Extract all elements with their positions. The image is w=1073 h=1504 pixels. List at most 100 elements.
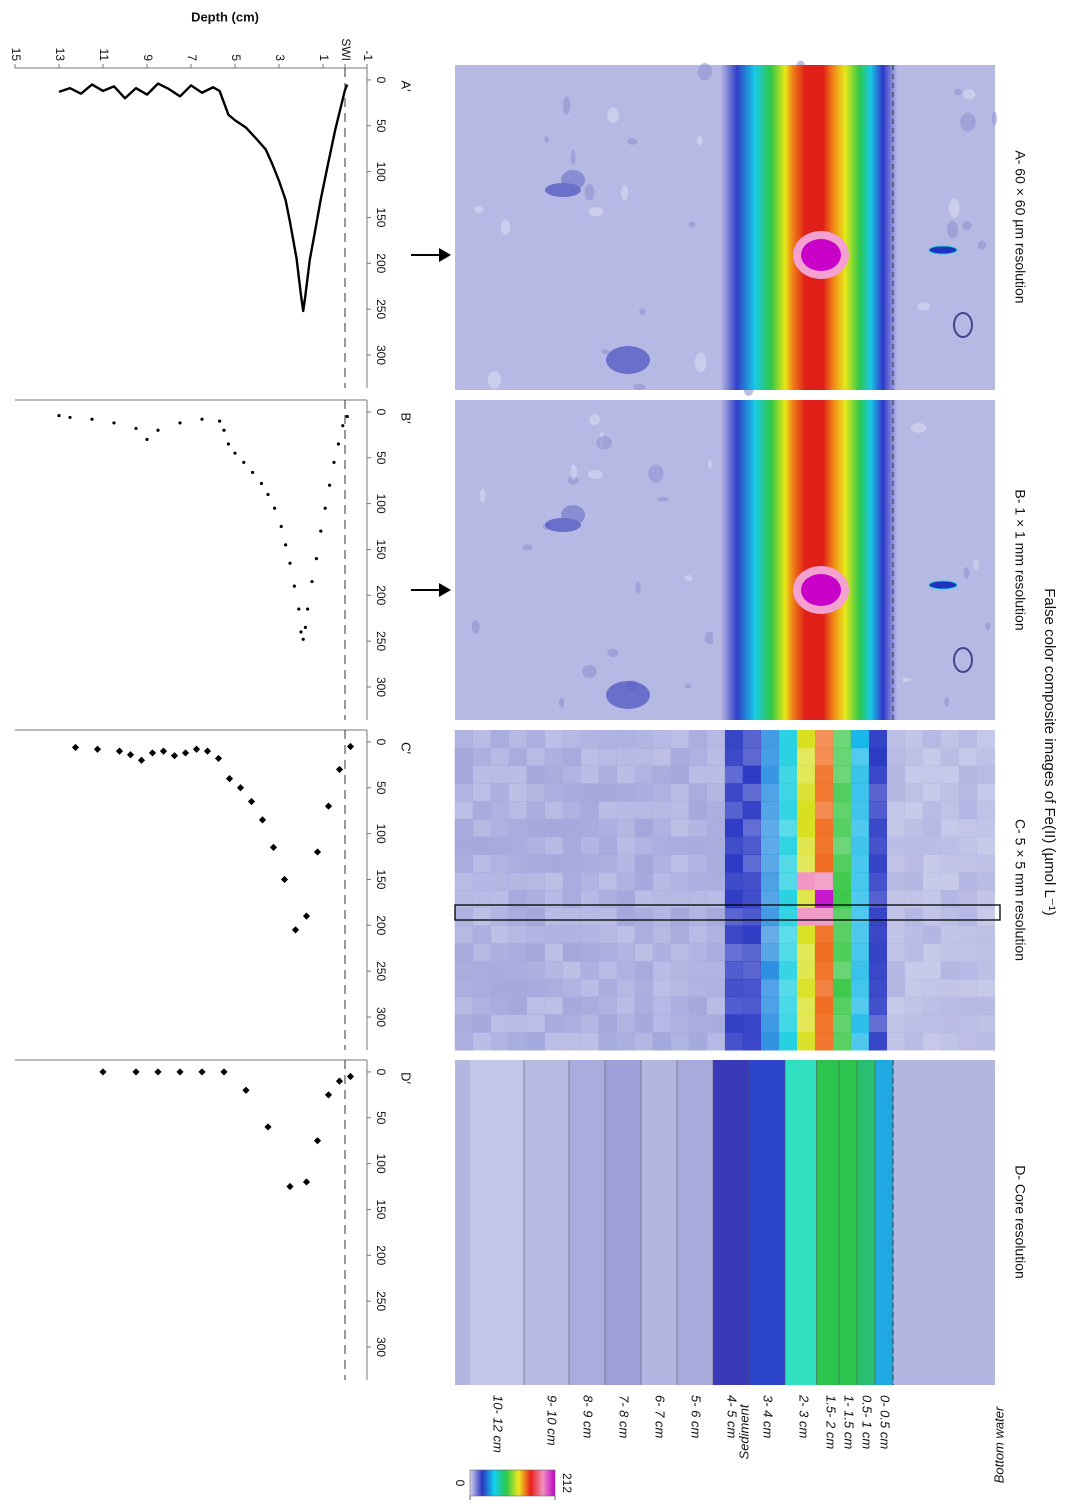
pixel: [616, 1014, 635, 1033]
pixel: [670, 890, 689, 909]
pixel: [670, 1032, 689, 1051]
pixel: [670, 907, 689, 927]
pixel: [688, 854, 707, 873]
core-layer: [713, 1060, 749, 1385]
pixel: [688, 890, 707, 909]
pixel: [886, 961, 905, 980]
profile-point: [292, 584, 296, 588]
pixel: [454, 978, 473, 998]
profile-point: [99, 1068, 107, 1076]
pixel: [490, 1014, 509, 1033]
pixel: [868, 730, 887, 749]
pixel: [922, 890, 941, 909]
pixel: [886, 747, 905, 767]
pixel: [814, 1032, 833, 1051]
pixel: [562, 765, 581, 784]
pixel: [922, 978, 941, 998]
x-tick-label: 0: [374, 409, 388, 416]
y-tick-label: 1: [317, 54, 331, 61]
y-tick-label: 9: [141, 54, 155, 61]
image-speck: [694, 352, 707, 373]
profile-point: [198, 1068, 206, 1076]
x-tick-label: 100: [374, 824, 388, 844]
pixel: [742, 818, 761, 838]
profile-point: [68, 415, 72, 420]
y-tick-label: 15: [9, 48, 23, 62]
pixel: [454, 747, 473, 767]
pixel: [958, 783, 977, 802]
image-speck: [684, 575, 694, 582]
x-tick-label: 250: [374, 631, 388, 651]
pixel: [562, 836, 581, 855]
pixel: [562, 925, 581, 944]
profile-point: [264, 1123, 272, 1131]
image-speck: [656, 496, 669, 502]
pixel: [562, 996, 581, 1015]
pixel: [886, 765, 905, 784]
pixel: [904, 747, 923, 767]
pixel: [760, 1032, 779, 1051]
pixel: [850, 801, 869, 820]
pixel: [616, 836, 635, 855]
pixel: [526, 907, 545, 927]
pixel: [814, 783, 833, 802]
pixel: [580, 854, 599, 873]
layer-label: 1.5- 2 cm: [824, 1395, 839, 1449]
image-title: B- 1 × 1 mm resolution: [1012, 489, 1028, 630]
pixel: [886, 730, 905, 749]
pixel: [778, 854, 797, 873]
pixel: [886, 1014, 905, 1033]
pixel: [796, 783, 815, 802]
core-layer: [641, 1060, 677, 1385]
pixel: [580, 890, 599, 909]
pixel: [562, 1014, 581, 1033]
pixel: [706, 1014, 725, 1033]
pixel: [616, 872, 635, 891]
pixel: [850, 978, 869, 998]
pixel: [670, 854, 689, 873]
pixel: [490, 996, 509, 1015]
pixel: [490, 872, 509, 891]
pixel: [922, 783, 941, 802]
pixel: [562, 783, 581, 802]
pixel: [796, 996, 815, 1015]
x-tick-label: 250: [374, 299, 388, 319]
profile-point: [258, 816, 267, 824]
profile-point: [226, 442, 230, 446]
pixel: [922, 1014, 941, 1033]
pixel: [454, 890, 473, 909]
pixel: [940, 996, 959, 1015]
pixel: [652, 872, 671, 891]
pixel: [652, 1014, 671, 1033]
pixel: [652, 747, 671, 767]
pixel: [958, 818, 977, 838]
pixel: [760, 907, 779, 927]
pixel: [904, 961, 923, 980]
pixel: [850, 961, 869, 980]
pixel: [796, 1014, 815, 1033]
image-speck: [639, 308, 646, 315]
pixel: [778, 925, 797, 944]
pixel: [724, 925, 743, 944]
pixel: [814, 747, 833, 767]
pixel: [850, 1014, 869, 1033]
pixel: [958, 1032, 977, 1051]
pixel: [796, 890, 815, 909]
pixel: [508, 836, 527, 855]
pixel: [814, 943, 833, 962]
profile-point: [324, 1091, 333, 1099]
pixel: [706, 925, 725, 944]
pixel: [760, 854, 779, 873]
profile-point: [301, 637, 305, 641]
pixel: [814, 765, 833, 784]
pixel: [562, 907, 581, 927]
pixel: [544, 801, 563, 820]
pixel: [526, 996, 545, 1015]
pixel: [706, 801, 725, 820]
image-speck: [991, 111, 998, 126]
pixel: [616, 765, 635, 784]
pixel: [454, 836, 473, 855]
profile-point: [319, 529, 323, 533]
image-speck: [697, 63, 713, 81]
pixel: [832, 890, 851, 909]
